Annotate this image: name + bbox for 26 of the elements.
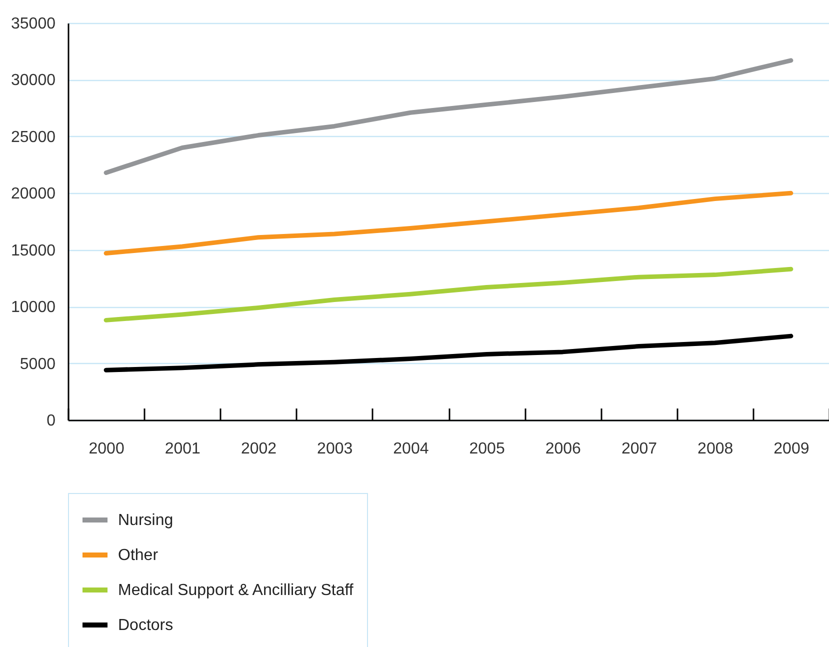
x-tick-label: 2009 bbox=[774, 440, 810, 458]
x-tick-label: 2000 bbox=[88, 440, 124, 458]
line-series bbox=[104, 334, 794, 372]
y-tick-label: 30000 bbox=[11, 72, 56, 90]
y-tick-label: 15000 bbox=[11, 242, 56, 260]
x-tick-label: 2004 bbox=[393, 440, 429, 458]
y-tick-label: 5000 bbox=[20, 356, 56, 373]
y-tick-label: 10000 bbox=[11, 299, 56, 316]
x-tick-label: 2001 bbox=[164, 440, 201, 458]
x-tick-label: 2003 bbox=[317, 440, 353, 458]
y-tick-label: 0 bbox=[46, 412, 56, 430]
y-tick-label: 35000 bbox=[11, 16, 56, 32]
line-series bbox=[104, 266, 794, 322]
line-series bbox=[104, 58, 794, 175]
y-tick-label: 25000 bbox=[11, 128, 56, 146]
y-tick-label: 20000 bbox=[11, 186, 56, 203]
legend-label: Medical Support & Ancilliary Staff bbox=[118, 582, 354, 599]
x-tick-label: 2006 bbox=[545, 440, 582, 458]
x-tick-label: 2005 bbox=[469, 440, 505, 458]
legend-label: Doctors bbox=[118, 617, 174, 634]
x-tick-label: 2002 bbox=[240, 440, 277, 458]
line-series bbox=[104, 190, 794, 256]
x-tick-label: 2008 bbox=[698, 440, 734, 458]
x-tick-label: 2007 bbox=[621, 440, 658, 458]
legend-label: Other bbox=[118, 547, 159, 564]
legend-label: Nursing bbox=[118, 512, 174, 529]
